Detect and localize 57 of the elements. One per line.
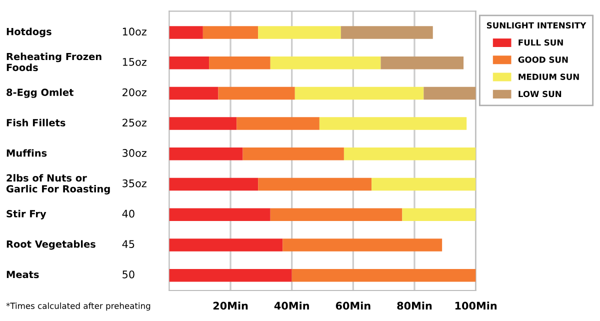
- bar: [340, 26, 433, 39]
- bar: [292, 268, 476, 282]
- legend-title: SUNLIGHT INTENSITY: [486, 22, 586, 29]
- y2-tick-label: 45: [122, 240, 134, 248]
- bar: [169, 238, 283, 252]
- y2-tick-label: 40: [122, 210, 134, 218]
- bar: [169, 56, 210, 70]
- legend-label: LOW SUN: [518, 90, 562, 98]
- bar: [402, 208, 476, 221]
- bar: [169, 208, 270, 221]
- bar: [169, 268, 292, 282]
- y2-tick-label: 25oz: [122, 118, 146, 127]
- bar: [270, 208, 402, 221]
- y-tick-label: 2lbs of Nuts or Garlic For Roasting: [6, 174, 110, 194]
- bar: [424, 86, 476, 100]
- y-tick-label: Hotdogs: [6, 28, 52, 38]
- y2-tick-label: 15oz: [122, 58, 146, 66]
- bar: [258, 178, 372, 191]
- x-tick-label: 100Min: [455, 302, 497, 310]
- y-tick-label: Muffins: [6, 149, 47, 157]
- y-tick-label: 8-Egg Omlet: [6, 88, 74, 98]
- bar: [294, 86, 424, 100]
- bar: [169, 117, 237, 130]
- y-tick-label: Fish Fillets: [6, 118, 66, 126]
- legend-label: FULL SUN: [518, 39, 563, 46]
- x-tick-label: 40Min: [274, 302, 309, 310]
- y2-tick-label: 35oz: [122, 179, 146, 188]
- y2-tick-label: 20oz: [122, 88, 146, 96]
- y2-tick-label: 10oz: [122, 28, 146, 36]
- bar: [258, 26, 341, 39]
- bar: [380, 56, 464, 70]
- bar: [218, 86, 295, 100]
- bar: [169, 26, 203, 39]
- bar: [270, 56, 381, 70]
- bar: [236, 117, 320, 130]
- y-tick-label: Meats: [6, 270, 39, 278]
- y-tick-label: Reheating Frozen Foods: [6, 52, 102, 72]
- bar: [344, 148, 476, 160]
- bar: [282, 238, 442, 252]
- x-tick-label: 80Min: [397, 302, 432, 310]
- text: *Times calculated after preheating: [6, 302, 150, 311]
- bar: [242, 148, 344, 160]
- bar: [202, 26, 258, 39]
- x-tick-label: 60Min: [336, 302, 370, 310]
- bar: [169, 178, 258, 191]
- y-tick-label: Root Vegetables: [6, 240, 96, 250]
- y2-tick-label: 50: [122, 270, 134, 278]
- bar: [319, 117, 467, 130]
- y2-tick-label: 30oz: [122, 149, 146, 157]
- bar: [169, 86, 218, 100]
- bar: [169, 148, 243, 160]
- bar: [372, 178, 476, 191]
- bar: [209, 56, 270, 70]
- legend-label: MEDIUM SUN: [518, 74, 579, 80]
- legend-label: GOOD SUN: [518, 56, 568, 63]
- y-tick-label: Stir Fry: [6, 210, 46, 220]
- x-tick-label: 20Min: [213, 302, 248, 310]
